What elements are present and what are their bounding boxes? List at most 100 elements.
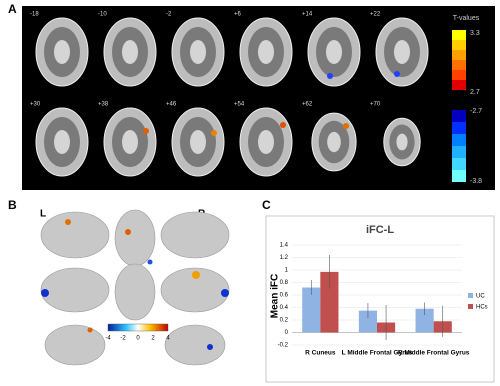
y-tick-label: 0 — [285, 330, 289, 336]
slice-core — [190, 130, 206, 154]
color-step — [452, 50, 466, 60]
y-tick-label: 1.4 — [280, 243, 289, 249]
brain-surface — [40, 211, 110, 259]
slice-label: +22 — [370, 12, 381, 18]
colorbar-title: T-values — [453, 15, 480, 22]
blob — [125, 229, 131, 235]
legend-label: UC — [476, 294, 485, 300]
brain-surface — [164, 324, 226, 366]
slice-core — [326, 40, 342, 64]
colorbar-label: -4 — [105, 336, 111, 342]
blob — [327, 73, 333, 79]
legend-swatch — [468, 304, 473, 309]
brain-surface — [160, 267, 230, 313]
hemisphere-label: L — [40, 209, 46, 220]
blob — [41, 289, 49, 297]
slice-core — [327, 131, 341, 153]
slice-label: -10 — [98, 12, 107, 18]
brain-surface — [44, 324, 106, 366]
panel-label: C — [262, 198, 271, 212]
slice-core — [54, 40, 70, 64]
brain-surfaces — [40, 209, 230, 366]
colorbar-label: -2.7 — [470, 108, 482, 115]
blob — [394, 71, 400, 77]
blob — [192, 271, 200, 279]
blob — [221, 289, 229, 297]
colorbar-b-labels: -4 -2 0 2 4 — [105, 336, 170, 342]
colorbar-label: 3.3 — [470, 30, 480, 37]
bar — [302, 287, 321, 333]
x-tick-label: R Cuneus — [305, 350, 336, 357]
brain-surface — [40, 267, 110, 313]
legend-swatch — [468, 293, 473, 298]
color-step — [452, 170, 466, 182]
color-step — [452, 158, 466, 170]
chart-frame — [265, 215, 495, 383]
slice-core — [190, 40, 206, 64]
color-step — [452, 60, 466, 70]
x-tick-label: R Middle Frontal Gyrus — [398, 350, 470, 357]
colorbar-a — [452, 30, 466, 182]
y-tick-label: 1.2 — [280, 255, 289, 261]
blob — [280, 122, 286, 128]
slice-core — [122, 130, 138, 154]
y-tick-label: 0.2 — [280, 318, 289, 324]
color-step — [452, 110, 466, 122]
color-step — [452, 122, 466, 134]
slice-core — [54, 130, 70, 154]
y-tick-label: 0.8 — [280, 280, 289, 286]
slice-label: +38 — [98, 102, 109, 108]
legend-label: HCs — [476, 305, 488, 311]
colorbar-label: -2 — [120, 336, 126, 342]
slice-core — [258, 130, 274, 154]
color-step — [452, 40, 466, 50]
slice-label: +6 — [234, 12, 242, 18]
y-tick-label: 0.4 — [280, 305, 289, 311]
color-step — [452, 134, 466, 146]
blob — [65, 219, 71, 225]
color-step — [452, 70, 466, 80]
slice-core — [396, 133, 408, 151]
blob — [143, 128, 149, 134]
slice-label: +62 — [302, 102, 313, 108]
slice-label: +70 — [370, 102, 381, 108]
slice-core — [394, 40, 410, 64]
brain-surface — [160, 211, 230, 259]
brain-surface — [114, 263, 156, 321]
slice-label: +46 — [166, 102, 177, 108]
slice-core — [258, 40, 274, 64]
chart: -0.2 0 0.2 0.4 0.6 0.8 1 1.2 1.4 R Cuneus L Middle… — [278, 243, 488, 357]
activation-blobs — [41, 219, 229, 350]
colorbar-label: 0 — [136, 336, 140, 342]
color-step — [452, 30, 466, 40]
y-tick-label: -0.2 — [278, 343, 289, 349]
slice-label: -18 — [30, 12, 39, 18]
bar — [358, 310, 377, 333]
panel-label: B — [8, 198, 17, 212]
colorbar-label: -3.8 — [470, 178, 482, 185]
slice-label: +30 — [30, 102, 41, 108]
colorbar-label: 2 — [151, 336, 155, 342]
y-tick-label: 0.6 — [280, 293, 289, 299]
bar — [415, 308, 434, 333]
y-tick-label: 1 — [285, 268, 289, 274]
color-step — [452, 146, 466, 158]
slice-core — [122, 40, 138, 64]
slice-label: +54 — [234, 102, 245, 108]
color-step — [452, 80, 466, 90]
colorbar-b — [107, 323, 169, 332]
blob — [207, 344, 213, 350]
blob — [147, 259, 153, 265]
chart-title: iFC-L — [366, 224, 394, 236]
slice-label: +14 — [302, 12, 313, 18]
blob — [343, 123, 349, 129]
x-tick-label: L Middle Frontal Gyrus — [342, 350, 413, 357]
brain-surface — [114, 209, 156, 267]
slices: -18 -10 -2 +6 +14 +22 +30 +38 +46 +54 +62 +70 — [30, 12, 429, 177]
blob — [211, 130, 217, 136]
panel-label: A — [8, 2, 17, 16]
y-axis-label: Mean iFC — [270, 274, 281, 318]
colorbar-label: 4 — [166, 336, 170, 342]
blob — [87, 327, 93, 333]
